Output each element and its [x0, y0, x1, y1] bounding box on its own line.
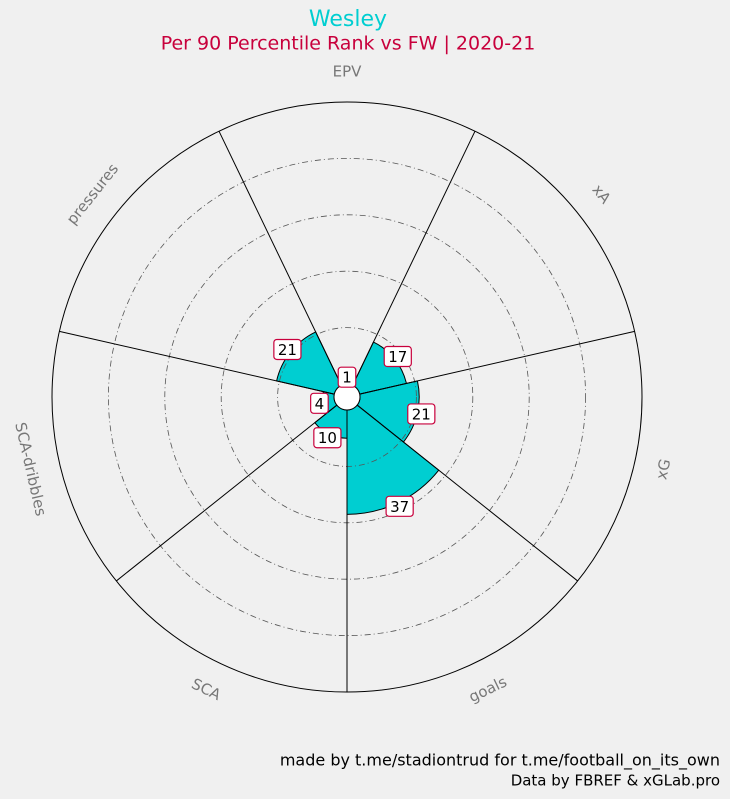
value-label-text: 1: [342, 369, 352, 387]
category-label: SCA-dribbles: [11, 421, 50, 518]
value-label: 37: [385, 495, 414, 517]
inner-hole: [333, 383, 361, 411]
value-label: 17: [383, 345, 412, 368]
value-label-box: [407, 403, 436, 425]
spoke: [218, 130, 342, 386]
grid-ring: [107, 157, 587, 637]
spoke: [352, 130, 476, 386]
spoke: [116, 404, 338, 582]
value-label-text: 21: [278, 341, 297, 359]
category-label: EPV: [333, 63, 363, 81]
value-label: 10: [313, 427, 342, 449]
value-label-text: 17: [388, 348, 407, 366]
value-label: 21: [407, 403, 436, 425]
value-label-box: [273, 338, 302, 361]
spoke: [356, 404, 578, 582]
category-label: xG: [652, 457, 674, 481]
source: Data by FBREF & xGLab.pro: [511, 772, 720, 790]
chart-subtitle: Per 90 Percentile Rank vs FW | 2020-21: [161, 33, 536, 55]
value-label-text: 37: [390, 498, 409, 516]
category-label: pressures: [63, 160, 122, 228]
value-label-box: [337, 366, 357, 388]
value-label-box: [385, 495, 414, 517]
value-label-text: 4: [315, 395, 325, 413]
spoke: [359, 330, 635, 395]
value-label-text: 10: [318, 429, 337, 447]
category-label: xA: [588, 181, 614, 208]
chart-title: Wesley: [309, 7, 387, 32]
value-label: 4: [310, 392, 329, 414]
value-label-text: 21: [412, 405, 431, 423]
credit: made by t.me/stadiontrud for t.me/footba…: [280, 751, 720, 771]
value-label: 21: [273, 338, 302, 361]
spoke: [59, 330, 335, 395]
value-label-box: [383, 345, 412, 368]
category-label: goals: [466, 673, 510, 707]
value-label: 1: [337, 366, 357, 388]
value-label-box: [310, 392, 329, 414]
value-label-box: [313, 427, 342, 449]
category-label: SCA: [189, 675, 225, 705]
